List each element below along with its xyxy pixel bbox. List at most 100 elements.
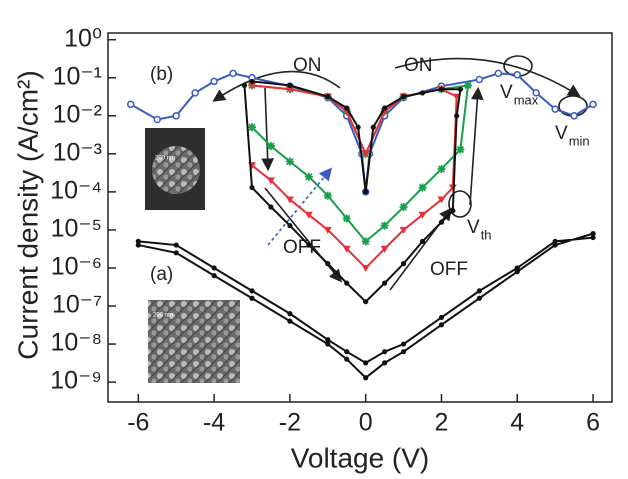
marker [514,269,520,275]
highlight-circle [448,190,472,218]
marker [382,280,388,286]
y-tick-label: 10⁻⁸ [50,329,102,357]
annotation-subscript: th [481,227,492,242]
marker [590,231,596,237]
marker [285,86,294,94]
marker [304,211,313,219]
marker [494,69,503,78]
marker [570,112,578,120]
marker [249,295,255,301]
marker [361,237,370,246]
x-axis-title: Voltage (V) [291,442,430,473]
marker [361,150,370,158]
marker [438,86,445,92]
y-tick-label: 10⁻⁶ [51,253,102,281]
marker [400,349,407,355]
marker [400,341,407,347]
marker [437,196,446,204]
x-tick-label: 2 [435,409,449,437]
marker [249,288,255,294]
x-tick-label: 0 [359,409,373,437]
marker [325,93,331,100]
marker [438,314,445,321]
marker [363,375,369,381]
marker [454,113,460,119]
arrow [394,57,581,97]
annotation: OFF [283,237,321,258]
marker [325,261,331,267]
marker [344,349,350,355]
marker [323,226,332,234]
marker [400,93,407,100]
marker [363,360,369,366]
inset-particle [152,146,200,194]
annotation-subscript: max [514,92,539,107]
marker [153,115,162,124]
y-tick-label: 10⁻⁷ [52,291,102,319]
marker [380,245,389,253]
marker [342,214,351,223]
marker [476,295,482,301]
annotation: V [467,217,480,238]
marker [325,341,331,347]
marker [126,100,135,109]
marker [450,208,456,214]
marker [355,124,361,130]
marker [370,124,376,130]
marker [210,77,218,86]
marker [418,211,427,219]
marker [241,82,248,88]
y-tick-label: 10⁻¹ [53,62,102,90]
y-tick-label: 10⁻⁵ [51,215,102,243]
marker [229,69,237,78]
marker [249,78,255,85]
y-tick-label: 10⁻⁴ [50,176,102,204]
marker [211,273,217,279]
marker [304,172,313,181]
marker [135,242,141,248]
marker [287,311,293,317]
marker [382,105,388,111]
marker [268,204,274,210]
marker [438,219,445,225]
marker [287,318,293,324]
marker [476,288,482,294]
marker [287,82,293,88]
marker [325,337,331,343]
annotation: ON [404,55,433,76]
scale-label: 200 nm [153,313,173,319]
annotation-subscript: min [569,133,590,148]
plot-frame: -6 -4 -2 0 2 4 6 10⁰ 10⁻¹ 10⁻² 10⁻³ 10⁻⁴ 10⁻⁵ 10⁻⁶ 10⁻… [50,24,613,437]
marker [590,234,596,241]
marker [266,177,275,185]
series-line [251,84,470,243]
marker [306,242,312,248]
x-tick-label: -6 [127,409,149,437]
marker [323,191,332,200]
marker [418,183,427,192]
marker [438,322,445,328]
marker [457,86,464,92]
y-tick-label: 10⁻⁹ [50,367,102,395]
marker [464,81,472,90]
marker [380,221,389,230]
y-tick-label: 10⁰ [64,24,102,52]
marker [552,242,558,248]
marker [419,90,426,96]
marker [285,196,294,204]
marker [382,360,388,366]
scale-label: 200 nm [155,156,175,162]
y-tick-label: 10⁻³ [53,138,102,166]
marker [248,82,256,90]
marker [589,100,597,109]
annotation: OFF [430,259,468,280]
marker [342,245,351,253]
annotation: (a) [150,264,173,285]
marker [344,356,350,362]
marker [249,184,255,191]
marker [344,280,350,286]
annotation: (b) [150,64,173,85]
y-tick-label: 10⁻² [53,100,102,128]
